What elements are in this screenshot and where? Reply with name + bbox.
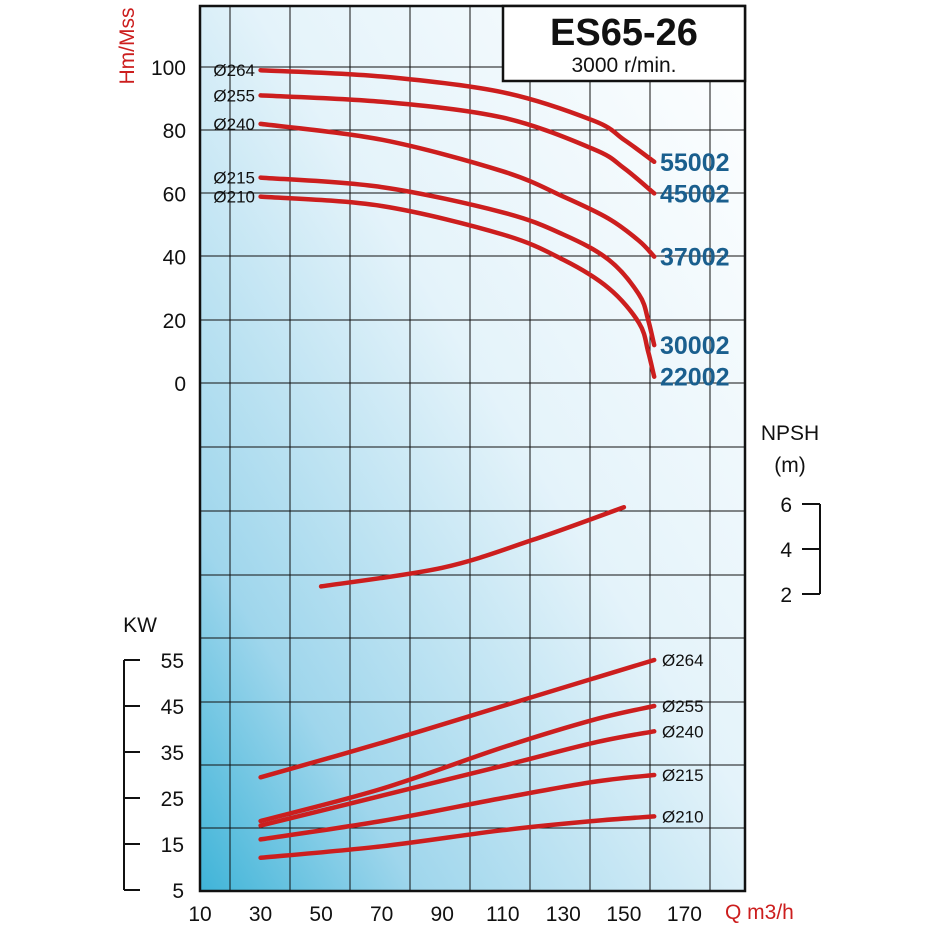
plot-background	[200, 6, 745, 891]
npsh-tick-label: 2	[780, 584, 792, 607]
head-tick-label: 20	[163, 310, 186, 333]
head-y-ticks: 0 20 40 60 80 100	[151, 57, 186, 396]
x-tick-label: 130	[546, 903, 581, 926]
power-curve-240	[258, 729, 657, 828]
head-axis-title: Hm/Mss	[116, 8, 139, 85]
power-tick-label: 25	[161, 788, 184, 811]
power-curve-255	[258, 703, 657, 824]
curve-labels: Ø264 55002 Ø255 45002 Ø240 37002 Ø215 30002 Ø210…	[213, 61, 729, 826]
power-tick-label: 45	[161, 696, 184, 719]
model-label-30002: 30002	[660, 332, 730, 360]
chart-title: ES65-26	[550, 12, 698, 54]
title-box-frame	[501, 4, 747, 83]
power-tick-label: 5	[172, 880, 184, 903]
head-diameter-label-210: Ø210	[213, 188, 255, 207]
x-tick-label: 110	[486, 903, 519, 926]
head-curve-264	[258, 67, 657, 165]
grid	[200, 6, 745, 891]
head-curve-210	[258, 194, 657, 379]
title-box: ES65-26 3000 r/min.	[501, 4, 747, 83]
model-label-37002: 37002	[660, 244, 730, 272]
power-tick-label: 35	[161, 742, 184, 765]
head-curve-240	[258, 121, 657, 259]
x-tick-label: 70	[370, 903, 393, 926]
npsh-axis-title: NPSH	[761, 422, 819, 445]
x-tick-label: 50	[309, 903, 332, 926]
npsh-curve	[318, 504, 627, 589]
power-diameter-label-255: Ø255	[662, 697, 704, 716]
head-curve-215	[258, 175, 657, 348]
power-curve-210	[258, 814, 657, 861]
x-tick-label: 170	[667, 903, 702, 926]
plot-frame	[198, 4, 747, 893]
power-curve-215	[258, 772, 657, 842]
head-tick-label: 80	[163, 120, 186, 143]
power-diameter-label-240: Ø240	[662, 722, 704, 741]
model-label-55002: 55002	[660, 149, 730, 177]
head-diameter-label-264: Ø264	[213, 61, 255, 80]
chart-subtitle: 3000 r/min.	[571, 54, 676, 77]
x-ticks: 10 30 50 70 90 110 130 150 170	[188, 903, 702, 926]
head-tick-label: 0	[174, 373, 186, 396]
power-diameter-label-210: Ø210	[662, 807, 704, 826]
head-tick-label: 40	[163, 247, 186, 270]
curves	[258, 67, 657, 861]
npsh-tick-label: 4	[780, 539, 792, 562]
power-axis: 5 15 25 35 45 55	[123, 650, 184, 903]
model-label-45002: 45002	[660, 180, 730, 208]
model-label-22002: 22002	[660, 364, 730, 392]
x-axis-title: Q m3/h	[725, 901, 794, 924]
npsh-axis: 2 4 6	[780, 494, 821, 607]
power-tick-label: 55	[161, 650, 184, 673]
power-curve-264	[258, 657, 657, 780]
head-tick-label: 60	[163, 183, 186, 206]
head-diameter-label-215: Ø215	[213, 169, 255, 188]
head-diameter-label-240: Ø240	[213, 115, 255, 134]
head-diameter-label-255: Ø255	[213, 86, 255, 105]
power-tick-label: 15	[161, 834, 184, 857]
npsh-tick-label: 6	[780, 494, 792, 517]
x-tick-label: 10	[188, 903, 211, 926]
power-diameter-label-215: Ø215	[662, 766, 704, 785]
head-tick-label: 100	[151, 57, 186, 80]
head-curve-255	[258, 93, 657, 196]
npsh-axis-unit: (m)	[774, 454, 805, 477]
x-tick-label: 150	[606, 903, 641, 926]
power-diameter-label-264: Ø264	[662, 651, 704, 670]
x-tick-label: 30	[249, 903, 272, 926]
x-tick-label: 90	[431, 903, 454, 926]
power-axis-title: KW	[123, 614, 157, 637]
